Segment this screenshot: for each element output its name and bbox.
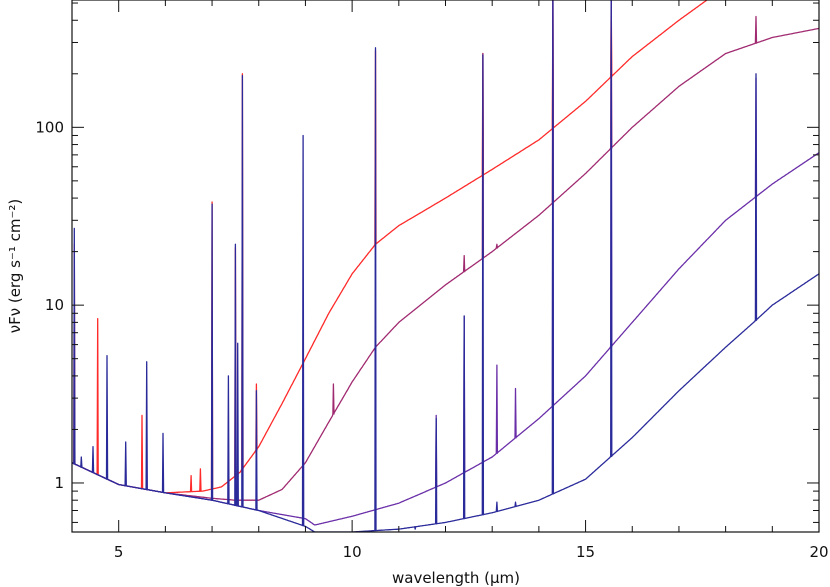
y-axis-label: νFν (erg s⁻¹ cm⁻²) bbox=[6, 199, 24, 334]
y-tick-label: 100 bbox=[35, 118, 64, 136]
tick-layer: 5 10 15 20 1 10 100 bbox=[35, 0, 829, 561]
plot-frame bbox=[71, 0, 820, 533]
x-tick-label: 5 bbox=[114, 543, 124, 561]
series-line-blue bbox=[72, 0, 819, 532]
x-tick-label: 20 bbox=[809, 543, 828, 561]
series-line-purple bbox=[72, 0, 819, 526]
x-tick-label: 15 bbox=[576, 543, 595, 561]
x-axis-label: wavelength (μm) bbox=[392, 569, 520, 587]
series-layer bbox=[72, 0, 819, 532]
series-line-red bbox=[72, 0, 708, 494]
series-line-magenta bbox=[72, 0, 819, 501]
y-tick-label: 10 bbox=[45, 296, 64, 314]
y-tick-label: 1 bbox=[54, 474, 64, 492]
x-tick-label: 10 bbox=[343, 543, 362, 561]
